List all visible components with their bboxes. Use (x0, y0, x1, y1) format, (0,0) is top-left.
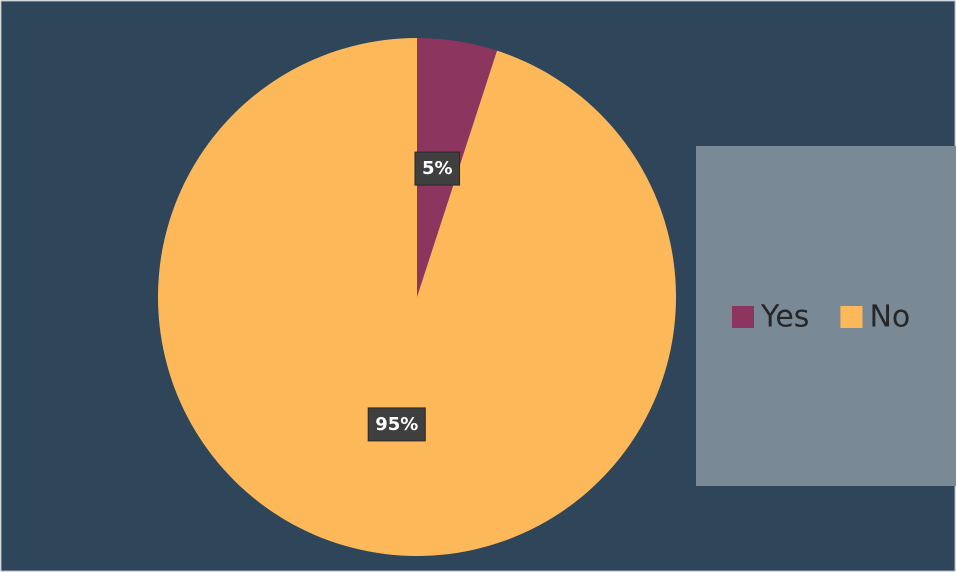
legend-swatch (732, 306, 754, 328)
legend-label: No (869, 300, 910, 335)
data-label: 95% (375, 414, 418, 435)
data-label-box (414, 151, 461, 186)
data-label-box (367, 407, 426, 442)
legend-swatch (840, 306, 863, 328)
legend-label: Yes (760, 300, 809, 335)
data-label: 5% (422, 158, 453, 179)
pie-slice (158, 38, 676, 557)
